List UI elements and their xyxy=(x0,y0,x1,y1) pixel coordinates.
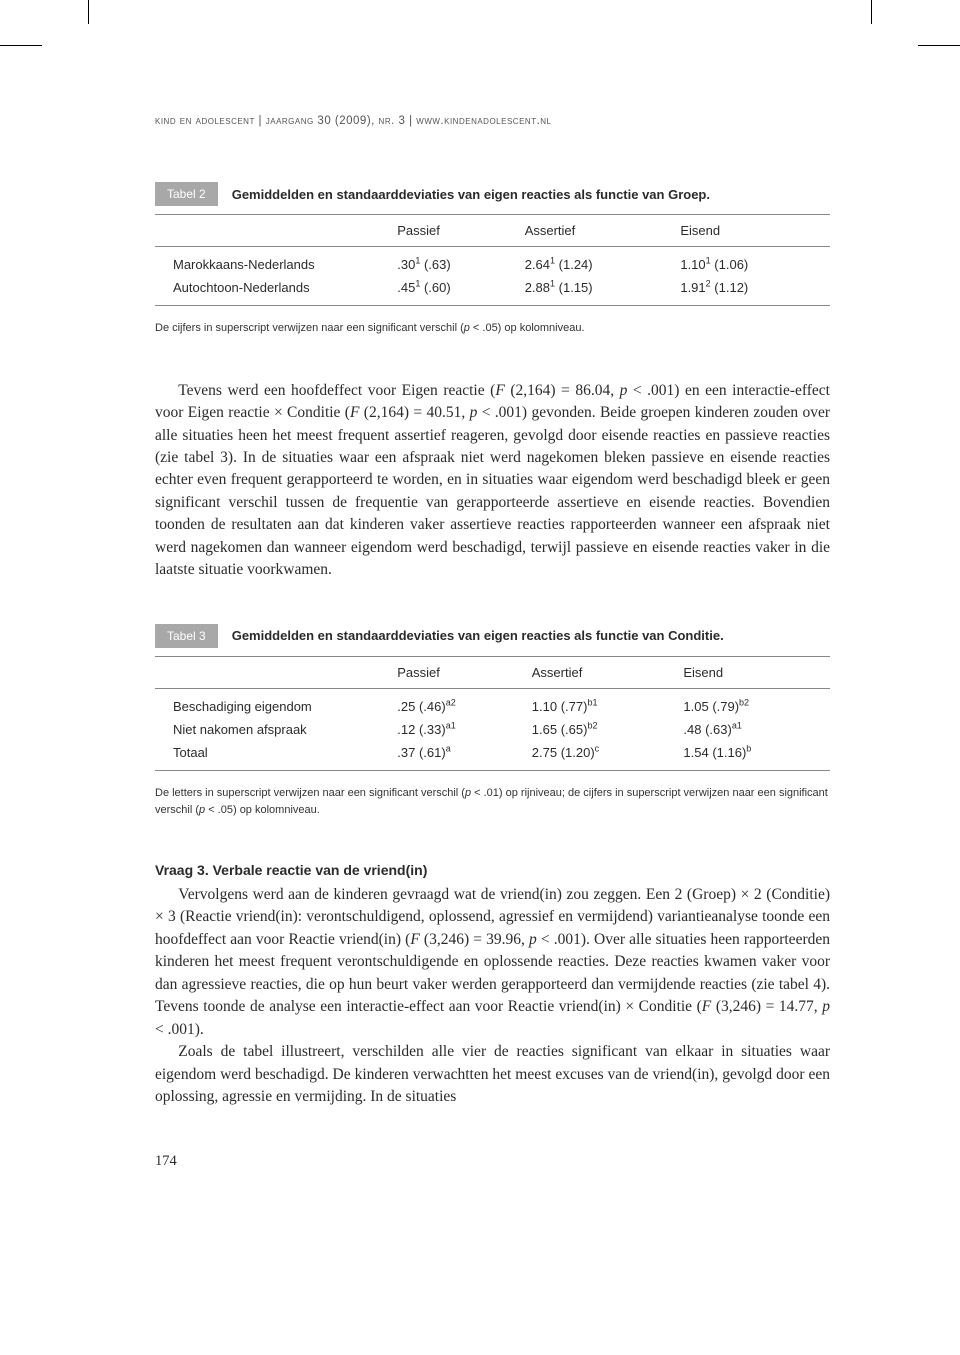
page-number: 174 xyxy=(155,1153,830,1170)
cell: 1.54 (1.16)b xyxy=(677,741,830,771)
cell: 2.641 (1.24) xyxy=(519,247,675,277)
cell: 2.75 (1.20)c xyxy=(526,741,678,771)
table-header: Assertief xyxy=(519,215,675,247)
table-3-grid: Passief Assertief Eisend Beschadiging ei… xyxy=(155,656,830,771)
cell: .451 (.60) xyxy=(391,276,518,306)
table-2-caption-row: Tabel 2 Gemiddelden en standaarddeviatie… xyxy=(155,182,830,206)
crop-mark xyxy=(0,45,42,46)
row-label: Totaal xyxy=(155,741,391,771)
cell: 1.101 (1.06) xyxy=(674,247,830,277)
row-label: Beschadiging eigendom xyxy=(155,688,391,718)
table-row: Totaal .37 (.61)a 2.75 (1.20)c 1.54 (1.1… xyxy=(155,741,830,771)
table-3-caption-row: Tabel 3 Gemiddelden en standaarddeviatie… xyxy=(155,624,830,648)
table-header xyxy=(155,215,391,247)
cell: 1.65 (.65)b2 xyxy=(526,718,678,741)
section-heading: Vraag 3. Verbale reactie van de vriend(i… xyxy=(155,862,830,878)
table-3-note: De letters in superscript verwijzen naar… xyxy=(155,785,830,820)
row-label: Marokkaans-Nederlands xyxy=(155,247,391,277)
table-row: Marokkaans-Nederlands .301 (.63) 2.641 (… xyxy=(155,247,830,277)
cell: 1.05 (.79)b2 xyxy=(677,688,830,718)
table-row: Autochtoon-Nederlands .451 (.60) 2.881 (… xyxy=(155,276,830,306)
crop-mark xyxy=(871,0,872,24)
cell: .301 (.63) xyxy=(391,247,518,277)
table-header: Eisend xyxy=(674,215,830,247)
crop-mark xyxy=(918,45,960,46)
table-header: Assertief xyxy=(526,656,678,688)
row-label: Autochtoon-Nederlands xyxy=(155,276,391,306)
table-3-caption: Gemiddelden en standaarddeviaties van ei… xyxy=(232,628,724,643)
cell: 1.912 (1.12) xyxy=(674,276,830,306)
table-row: Beschadiging eigendom .25 (.46)a2 1.10 (… xyxy=(155,688,830,718)
cell: .48 (.63)a1 xyxy=(677,718,830,741)
running-header: kind en adolescent | jaargang 30 (2009),… xyxy=(155,115,830,127)
table-header: Eisend xyxy=(677,656,830,688)
table-header xyxy=(155,656,391,688)
cell: .12 (.33)a1 xyxy=(391,718,526,741)
cell: .25 (.46)a2 xyxy=(391,688,526,718)
table-3: Tabel 3 Gemiddelden en standaarddeviatie… xyxy=(155,624,830,771)
table-row: Niet nakomen afspraak .12 (.33)a1 1.65 (… xyxy=(155,718,830,741)
cell: 2.881 (1.15) xyxy=(519,276,675,306)
cell: 1.10 (.77)b1 xyxy=(526,688,678,718)
table-header: Passief xyxy=(391,656,526,688)
table-header: Passief xyxy=(391,215,518,247)
table-2-note: De cijfers in superscript verwijzen naar… xyxy=(155,320,830,338)
row-label: Niet nakomen afspraak xyxy=(155,718,391,741)
body-paragraph-2: Vervolgens werd aan de kinderen gevraagd… xyxy=(155,884,830,1109)
cell: .37 (.61)a xyxy=(391,741,526,771)
table-2-grid: Passief Assertief Eisend Marokkaans-Nede… xyxy=(155,214,830,306)
crop-mark xyxy=(88,0,89,24)
table-2: Tabel 2 Gemiddelden en standaarddeviatie… xyxy=(155,182,830,306)
table-3-tag: Tabel 3 xyxy=(155,624,218,648)
page-content: kind en adolescent | jaargang 30 (2009),… xyxy=(0,0,960,1230)
body-paragraph-1: Tevens werd een hoofdeffect voor Eigen r… xyxy=(155,380,830,582)
table-2-tag: Tabel 2 xyxy=(155,182,218,206)
table-2-caption: Gemiddelden en standaarddeviaties van ei… xyxy=(232,187,710,202)
